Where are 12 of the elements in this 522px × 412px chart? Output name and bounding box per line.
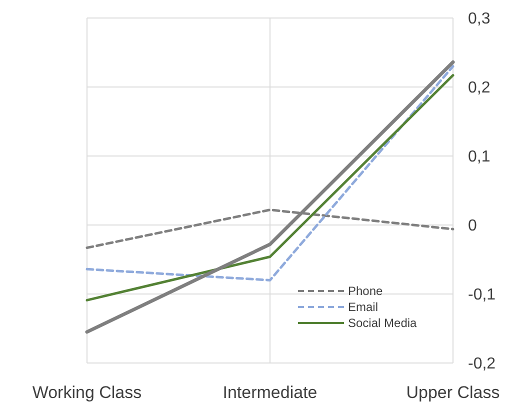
x-tick-label: Intermediate: [222, 383, 318, 402]
x-tick-label: Upper Class: [406, 383, 500, 402]
y-tick-label: -0,1: [468, 286, 496, 304]
legend-label: Email: [348, 300, 378, 314]
y-tick-label: 0,2: [468, 80, 490, 97]
y-tick-label: 0,1: [468, 148, 490, 166]
legend-label: Phone: [348, 284, 384, 298]
x-tick-label: Working Class: [32, 383, 142, 402]
legend-label: Social Media: [348, 316, 418, 330]
y-tick-label: 0: [468, 218, 477, 235]
y-tick-label: 0,3: [468, 10, 490, 28]
y-tick-label: -0,2: [468, 356, 496, 373]
